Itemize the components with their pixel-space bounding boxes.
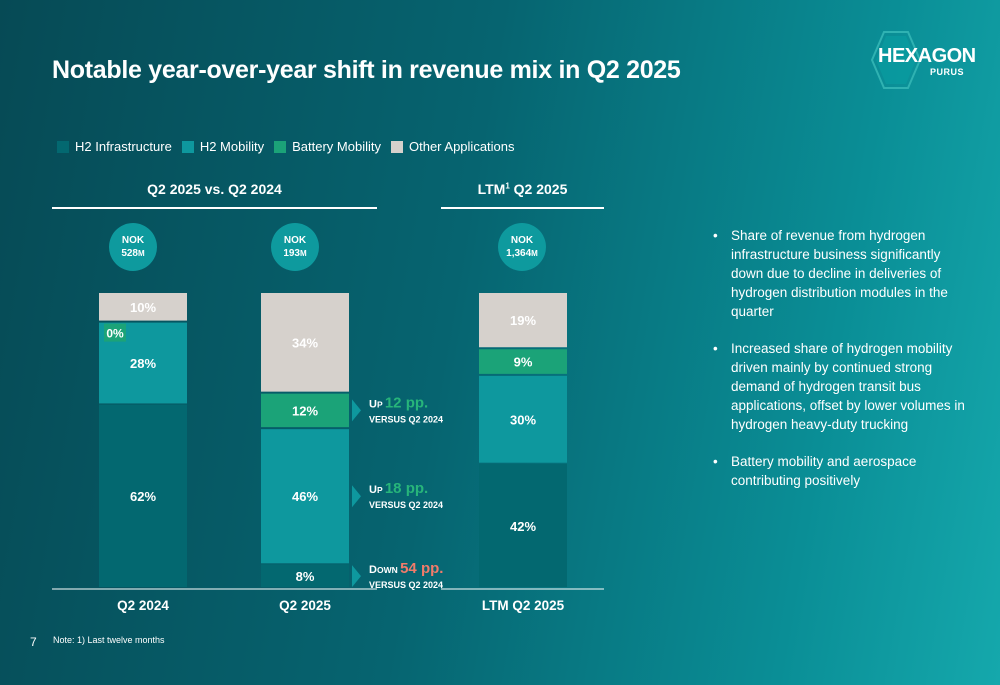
commentary-list: • Share of revenue from hydrogen infrast… [713,226,968,508]
bubble-amount: 528M [121,247,144,260]
change-annotation: UP 18 pp. [369,480,428,497]
change-annotation-sub: VERSUS Q2 2024 [369,414,443,424]
change-arrow-icon [352,565,361,588]
data-label: 12% [292,403,318,418]
commentary-item: • Increased share of hydrogen mobility d… [713,339,968,434]
bubble-unit: M [138,249,145,258]
bubble-amount-value: 528 [121,248,138,259]
chart-legend: H2 Infrastructure H2 Mobility Battery Mo… [57,139,515,154]
bullet-dot: • [713,454,718,469]
change-annotation-sub: VERSUS Q2 2024 [369,580,443,590]
data-label: 9% [514,355,533,370]
page-number: 7 [30,635,37,649]
change-arrow-icon [352,485,361,508]
section-rule-left [52,207,377,209]
section-title-ltm-rest: Q2 2025 [509,181,568,197]
data-label: 0% [106,327,124,341]
bubble-unit: M [300,249,307,258]
bar-segment [479,293,567,348]
revenue-bubble-q2-2025: NOK 193M [271,223,319,271]
data-label: 46% [292,489,318,504]
bubble-currency: NOK [283,235,307,246]
legend-label: H2 Infrastructure [75,139,172,154]
hexagon-logo-icon [870,31,922,89]
legend-swatch [274,140,287,153]
bar-segment [261,393,349,428]
bullet-dot: • [713,228,718,243]
section-title-ltm-main: LTM [477,181,506,197]
bubble-amount: 1,364M [506,247,538,260]
data-label: 34% [292,335,318,350]
bubble-currency: NOK [510,235,534,246]
change-annotation: UP 12 pp. [369,394,428,411]
page-title: Notable year-over-year shift in revenue … [52,56,681,84]
bar-segment [99,404,187,587]
data-label: 28% [130,356,156,371]
commentary-text: Share of revenue from hydrogen infrastru… [731,228,948,319]
bar-segment [261,564,349,587]
bar-segment [261,429,349,564]
change-annotation-sub: VERSUS Q2 2024 [369,500,443,510]
category-label: Q2 2024 [117,598,169,613]
commentary-item: • Share of revenue from hydrogen infrast… [713,226,968,321]
legend-item-battery-mobility: Battery Mobility [274,139,381,154]
commentary-text: Battery mobility and aerospace contribut… [731,454,917,488]
footnote-marker: 1 [505,181,510,191]
legend-item-h2-mobility: H2 Mobility [181,139,265,154]
revenue-bubble-ltm: NOK 1,364M [498,223,546,271]
logo-sub-text: PURUS [930,67,965,77]
bubble-currency: NOK [121,235,145,246]
change-arrow-icon [352,399,361,422]
bar-segment [479,349,567,374]
change-annotation: DOWN 54 pp. [369,560,443,577]
legend-label: Other Applications [409,139,515,154]
footnote: Note: 1) Last twelve months [53,635,165,645]
data-label: 8% [296,569,315,584]
legend-label: H2 Mobility [199,139,265,154]
category-label: Q2 2025 [279,598,331,613]
category-label: LTM Q2 2025 [482,598,565,613]
legend-swatch [57,140,69,153]
revenue-bubble-q2-2024: NOK 528M [109,223,157,271]
bar-segment [99,293,187,321]
data-label: 62% [130,489,156,504]
bullet-dot: • [713,341,718,356]
legend-item-h2-infrastructure: H2 Infrastructure [57,139,172,154]
data-label: 19% [510,313,536,328]
bar-segment [479,375,567,463]
legend-swatch [391,140,403,153]
hexagon-purus-logo: HEXAGON PURUS [866,30,986,90]
section-title-ltm: LTM1 Q2 2025 [441,181,604,197]
data-label: 42% [510,519,536,534]
legend-label: Battery Mobility [292,139,381,154]
bubble-amount: 193M [283,247,306,260]
bubble-amount-value: 1,364 [506,248,532,259]
bar-segment [261,293,349,392]
zero-tag-box [104,323,126,342]
legend-swatch [181,140,194,153]
bubble-unit: M [531,249,538,258]
data-label: 10% [130,300,156,315]
bar-segment [479,463,567,587]
commentary-item: • Battery mobility and aerospace contrib… [713,452,968,490]
bubble-amount-value: 193 [283,248,300,259]
logo-brand-text: HEXAGON [878,45,976,67]
commentary-text: Increased share of hydrogen mobility dri… [731,341,965,432]
section-rule-right [441,207,604,209]
section-title-comparison: Q2 2025 vs. Q2 2024 [147,181,282,197]
data-label: 30% [510,412,536,427]
legend-item-other-applications: Other Applications [391,139,515,154]
